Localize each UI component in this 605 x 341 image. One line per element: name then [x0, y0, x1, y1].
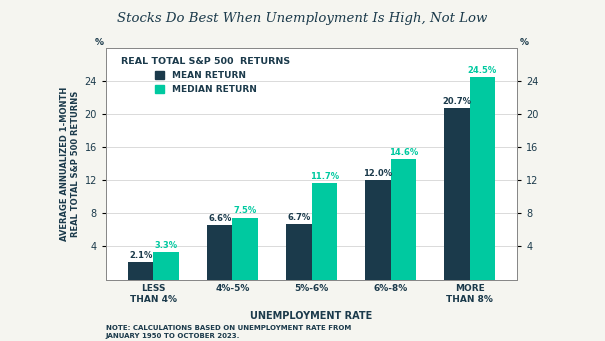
Text: 20.7%: 20.7% — [443, 97, 472, 106]
Text: 12.0%: 12.0% — [364, 169, 393, 178]
Legend: MEAN RETURN, MEDIAN RETURN: MEAN RETURN, MEDIAN RETURN — [119, 55, 293, 97]
Text: 6.6%: 6.6% — [208, 214, 232, 223]
Bar — [365, 180, 391, 280]
X-axis label: UNEMPLOYMENT RATE: UNEMPLOYMENT RATE — [250, 311, 373, 321]
Bar — [312, 183, 337, 280]
Text: 3.3%: 3.3% — [154, 241, 177, 250]
Bar — [128, 262, 153, 280]
Text: NOTE: CALCULATIONS BASED ON UNEMPLOYMENT RATE FROM
JANUARY 1950 TO OCTOBER 2023.: NOTE: CALCULATIONS BASED ON UNEMPLOYMENT… — [106, 325, 351, 339]
Text: 7.5%: 7.5% — [234, 206, 257, 216]
Bar — [232, 218, 258, 280]
Bar — [286, 224, 312, 280]
Bar — [391, 159, 416, 280]
Y-axis label: AVERAGE ANNUALIZED 1-MONTH
REAL TOTAL S&P 500 RETURNS: AVERAGE ANNUALIZED 1-MONTH REAL TOTAL S&… — [59, 87, 80, 241]
Bar — [153, 252, 178, 280]
Text: 2.1%: 2.1% — [129, 251, 152, 260]
Text: %: % — [95, 38, 104, 47]
Text: 24.5%: 24.5% — [468, 66, 497, 75]
Text: 6.7%: 6.7% — [287, 213, 310, 222]
Bar — [470, 77, 495, 280]
Text: 14.6%: 14.6% — [389, 148, 418, 157]
Text: %: % — [519, 38, 528, 47]
Text: 11.7%: 11.7% — [310, 172, 339, 181]
Bar — [207, 225, 232, 280]
Bar — [445, 108, 470, 280]
Text: Stocks Do Best When Unemployment Is High, Not Low: Stocks Do Best When Unemployment Is High… — [117, 12, 488, 25]
